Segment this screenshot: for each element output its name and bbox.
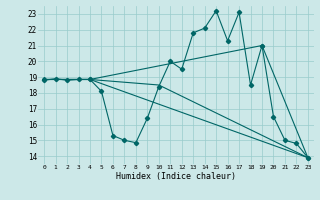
X-axis label: Humidex (Indice chaleur): Humidex (Indice chaleur) (116, 172, 236, 181)
